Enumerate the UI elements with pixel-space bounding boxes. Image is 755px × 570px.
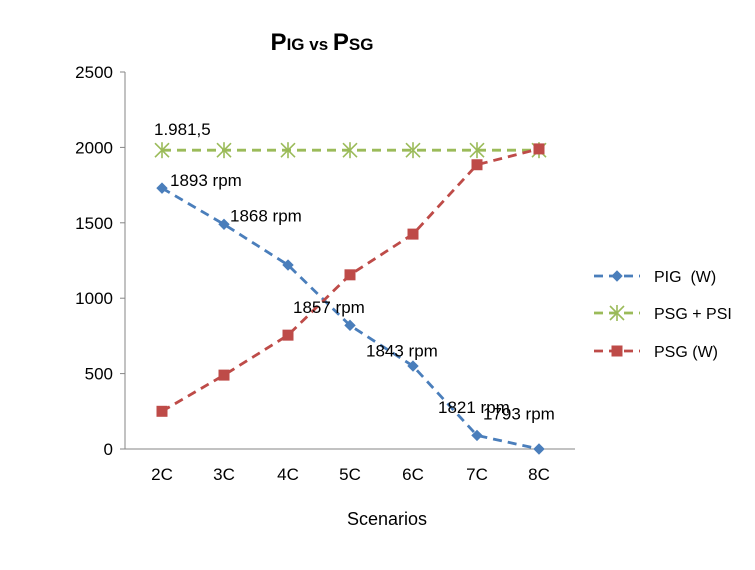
data-point xyxy=(282,259,294,271)
legend-marker xyxy=(611,270,623,282)
legend-item: PSG (W) xyxy=(594,344,718,361)
axes: 0 500 1000 1500 2000 2500 2C 3C 4C 5C 6C 7C 8C xyxy=(75,63,575,484)
annotation-layer: 1.981,5 1893 rpm 1868 rpm 1857 rpm 1843 rpm 1… xyxy=(154,120,555,423)
data-point xyxy=(533,143,545,155)
legend-item: PSG + PSI xyxy=(594,305,732,323)
x-tick-label: 7C xyxy=(466,465,488,484)
data-point xyxy=(156,405,168,417)
marker-square xyxy=(344,269,356,281)
y-tick-label: 2000 xyxy=(75,138,113,157)
y-tick-label: 1500 xyxy=(75,214,113,233)
data-point xyxy=(218,218,230,231)
series-3 xyxy=(156,143,545,417)
legend-label: PSG (W) xyxy=(654,344,718,361)
x-axis-title: Scenarios xyxy=(347,509,427,529)
marker-diamond xyxy=(344,319,356,332)
x-tick-label: 6C xyxy=(402,465,424,484)
data-point xyxy=(282,329,294,341)
data-point xyxy=(533,443,545,455)
series-1 xyxy=(156,182,545,455)
y-tick-label: 1000 xyxy=(75,289,113,308)
marker-square xyxy=(533,143,545,155)
series-layer xyxy=(154,142,547,455)
marker-diamond xyxy=(282,259,294,271)
marker-square xyxy=(218,369,230,381)
legend-label: PSG + PSI xyxy=(654,306,732,323)
data-point xyxy=(344,319,356,332)
marker-diamond xyxy=(156,182,168,194)
data-annotation: 1843 rpm xyxy=(366,341,438,360)
chart-title-p1: P xyxy=(271,29,287,56)
data-annotation: 1821 rpm xyxy=(438,398,510,417)
marker-square xyxy=(407,228,419,240)
chart-title: PIG vs PSG xyxy=(271,29,374,56)
marker-square xyxy=(471,159,483,171)
chart-title-sub1: IG xyxy=(287,35,305,54)
data-point xyxy=(471,159,483,171)
data-annotation: 1868 rpm xyxy=(230,206,302,225)
data-point xyxy=(407,228,419,240)
chart-title-vs: vs xyxy=(305,35,333,54)
series-2 xyxy=(154,142,547,159)
data-point xyxy=(216,142,232,159)
x-tick-label: 2C xyxy=(151,465,173,484)
data-annotation: 1793 rpm xyxy=(483,404,555,423)
x-tick-label: 4C xyxy=(277,465,299,484)
marker-square xyxy=(611,345,623,357)
legend-marker xyxy=(611,345,623,357)
data-point xyxy=(471,429,483,442)
data-point xyxy=(154,142,170,159)
data-point xyxy=(280,142,296,159)
data-point xyxy=(342,142,358,159)
data-point xyxy=(407,360,419,372)
y-tick-label: 2500 xyxy=(75,63,113,82)
marker-square xyxy=(156,405,168,417)
data-point xyxy=(469,142,485,159)
data-point xyxy=(405,142,421,159)
data-annotation: 1.981,5 xyxy=(154,120,211,139)
y-tick-label: 0 xyxy=(104,440,113,459)
legend-label: PIG (W) xyxy=(654,269,716,286)
x-tick-label: 8C xyxy=(528,465,550,484)
marker-square xyxy=(282,329,294,341)
x-tick-label: 3C xyxy=(213,465,235,484)
data-point xyxy=(344,269,356,281)
marker-diamond xyxy=(611,270,623,282)
legend: PIG (W) PSG + PSI PSG (W) xyxy=(594,269,732,361)
chart-title-p2: P xyxy=(333,29,349,56)
data-point xyxy=(218,369,230,381)
data-annotation: 1893 rpm xyxy=(170,171,242,190)
data-annotation: 1857 rpm xyxy=(293,298,365,317)
y-tick-label: 500 xyxy=(85,365,113,384)
marker-diamond xyxy=(218,218,230,231)
data-point xyxy=(156,182,168,194)
marker-diamond xyxy=(471,429,483,442)
marker-diamond xyxy=(407,360,419,372)
legend-marker xyxy=(609,305,625,321)
marker-diamond xyxy=(533,443,545,455)
legend-item: PIG (W) xyxy=(594,269,716,286)
x-tick-label: 5C xyxy=(339,465,361,484)
chart-title-sub2: SG xyxy=(349,35,374,54)
